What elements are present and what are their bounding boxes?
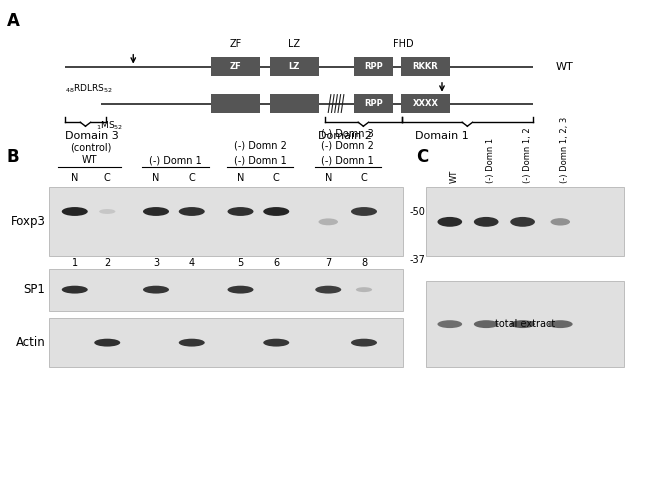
Ellipse shape xyxy=(356,287,372,292)
Text: 1: 1 xyxy=(72,258,78,268)
Text: WT: WT xyxy=(556,62,573,71)
Text: $_1$MS$_{52}$: $_1$MS$_{52}$ xyxy=(96,119,123,132)
Text: $_{48}$RDLRS$_{52}$: $_{48}$RDLRS$_{52}$ xyxy=(65,83,113,95)
Text: N: N xyxy=(71,174,79,183)
Ellipse shape xyxy=(263,207,289,216)
Text: 2: 2 xyxy=(104,258,110,268)
Text: A: A xyxy=(6,12,20,31)
Text: (-) Domn 1, 2, 3: (-) Domn 1, 2, 3 xyxy=(560,117,569,183)
Ellipse shape xyxy=(474,217,499,227)
Text: (-) Domn 2: (-) Domn 2 xyxy=(321,141,374,150)
Ellipse shape xyxy=(62,207,88,216)
Text: WT: WT xyxy=(450,170,459,183)
Text: 3: 3 xyxy=(153,258,159,268)
Ellipse shape xyxy=(62,286,88,294)
Text: XXXX: XXXX xyxy=(412,99,438,108)
Text: 4: 4 xyxy=(188,258,195,268)
Ellipse shape xyxy=(143,207,169,216)
Bar xyxy=(401,57,450,76)
Text: (-) Domn 1: (-) Domn 1 xyxy=(149,155,202,165)
Text: C: C xyxy=(416,148,428,166)
Bar xyxy=(270,57,318,76)
Text: (control): (control) xyxy=(70,143,112,153)
Bar xyxy=(270,94,318,113)
Bar xyxy=(211,57,260,76)
Text: 5: 5 xyxy=(237,258,244,268)
Text: SP1: SP1 xyxy=(23,283,46,296)
Text: -50: -50 xyxy=(410,207,425,217)
Text: ZF: ZF xyxy=(229,62,242,71)
Bar xyxy=(354,94,393,113)
Text: -37: -37 xyxy=(410,255,425,265)
Text: 6: 6 xyxy=(273,258,280,268)
Ellipse shape xyxy=(318,218,338,225)
Text: LZ: LZ xyxy=(289,62,300,71)
Text: LZ: LZ xyxy=(289,39,300,49)
Text: C: C xyxy=(104,174,110,183)
Ellipse shape xyxy=(437,320,462,328)
Text: (-) Domn 1, 2: (-) Domn 1, 2 xyxy=(523,128,532,183)
Text: FHD: FHD xyxy=(393,39,413,49)
Ellipse shape xyxy=(315,286,341,294)
Text: N: N xyxy=(324,174,332,183)
Ellipse shape xyxy=(179,207,205,216)
Text: Domain 3: Domain 3 xyxy=(65,131,119,141)
Text: WT: WT xyxy=(82,155,97,165)
Text: 7: 7 xyxy=(325,258,332,268)
Ellipse shape xyxy=(263,339,289,347)
Bar xyxy=(49,318,403,367)
Bar xyxy=(426,281,624,367)
Text: (-) Domn 1: (-) Domn 1 xyxy=(486,138,495,183)
Ellipse shape xyxy=(143,286,169,294)
Text: ZF: ZF xyxy=(230,39,242,49)
Bar xyxy=(49,269,403,311)
Text: N: N xyxy=(237,174,244,183)
Ellipse shape xyxy=(179,339,205,347)
Ellipse shape xyxy=(551,218,570,225)
Text: (-) Domn 2: (-) Domn 2 xyxy=(233,141,287,150)
Text: (-) Domn 1: (-) Domn 1 xyxy=(321,155,374,165)
Ellipse shape xyxy=(510,217,535,227)
Bar xyxy=(49,187,403,256)
Text: RKKR: RKKR xyxy=(413,62,438,71)
Text: total extract: total extract xyxy=(495,319,555,329)
Text: C: C xyxy=(273,174,280,183)
Ellipse shape xyxy=(94,339,120,347)
Text: N: N xyxy=(152,174,160,183)
Text: B: B xyxy=(6,148,19,166)
Ellipse shape xyxy=(548,320,573,328)
Text: C: C xyxy=(188,174,195,183)
Ellipse shape xyxy=(437,217,462,227)
Text: (-) Domn 1: (-) Domn 1 xyxy=(233,155,287,165)
Bar xyxy=(401,94,450,113)
Ellipse shape xyxy=(351,207,377,216)
Ellipse shape xyxy=(227,207,254,216)
Text: Domain 1: Domain 1 xyxy=(415,131,469,141)
Bar xyxy=(354,57,393,76)
Ellipse shape xyxy=(227,286,254,294)
Bar xyxy=(211,94,260,113)
Text: Actin: Actin xyxy=(16,336,46,349)
Text: RPP: RPP xyxy=(365,99,383,108)
Bar xyxy=(426,187,624,256)
Ellipse shape xyxy=(99,209,116,214)
Ellipse shape xyxy=(351,339,377,347)
Text: Foxp3: Foxp3 xyxy=(10,215,46,228)
Text: C: C xyxy=(361,174,367,183)
Ellipse shape xyxy=(474,320,499,328)
Text: RPP: RPP xyxy=(365,62,383,71)
Text: 8: 8 xyxy=(361,258,367,268)
Ellipse shape xyxy=(510,320,535,328)
Text: (-) Domn 3: (-) Domn 3 xyxy=(321,128,374,138)
Text: Domain 2: Domain 2 xyxy=(318,131,371,141)
